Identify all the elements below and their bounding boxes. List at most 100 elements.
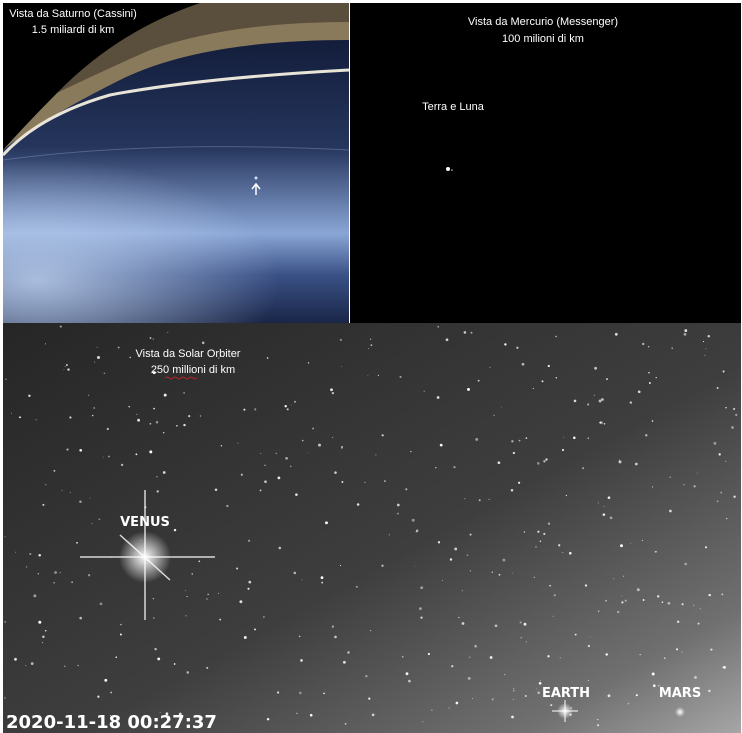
star [118,347,120,349]
caption: 1.5 miliardi di km [32,24,115,36]
star [153,339,154,340]
star [524,531,525,532]
star [33,594,36,597]
star [226,505,228,507]
star [615,333,618,336]
star [384,480,386,482]
star [332,625,334,627]
star [42,642,43,643]
star [540,680,541,681]
star [637,588,640,591]
star [94,362,95,363]
star [479,499,481,501]
star [526,437,528,439]
star [489,499,490,500]
star [693,605,694,606]
star [293,572,296,575]
star [149,450,152,453]
star [513,452,515,454]
star [585,584,587,586]
star [440,444,443,447]
star [321,582,323,584]
star [708,594,710,596]
star [536,688,537,689]
star [66,364,68,366]
star [604,423,606,425]
star [649,382,651,384]
star [519,440,521,442]
star [599,422,601,424]
star [617,611,620,614]
star [285,405,287,407]
star [135,453,137,455]
star [11,413,12,414]
star [200,415,201,416]
star [656,377,657,378]
star [542,380,544,382]
star [594,367,597,370]
star [356,586,357,587]
star [620,544,623,547]
star [345,723,347,725]
star [25,665,26,666]
star [597,719,598,720]
star [533,388,534,389]
star [605,653,607,655]
star [321,576,324,579]
star [705,546,707,548]
star [428,653,430,655]
star [97,356,100,359]
star [700,608,701,609]
caption: Vista da Saturno (Cassini) [9,8,137,20]
star [553,616,554,617]
star [622,595,623,596]
star [93,407,95,409]
star [343,661,346,664]
star [548,523,550,525]
star [287,408,289,410]
star [606,378,608,380]
star [562,552,563,553]
star [543,460,545,462]
star [244,636,247,639]
star [71,581,73,583]
star [294,401,296,403]
star [248,581,251,584]
star [619,460,622,463]
star [397,504,400,507]
star [652,420,654,422]
star [241,474,243,476]
timestamp: 2020-11-18 00:27:37 [6,712,217,733]
star [671,347,673,349]
star [669,510,672,513]
star [524,623,527,626]
star [630,543,631,544]
star [368,698,370,700]
star [110,692,112,694]
star [92,415,94,417]
star [103,457,104,458]
star [412,519,415,522]
star [645,434,647,436]
star [79,449,82,452]
star [566,495,567,496]
star [547,655,549,657]
star [92,523,93,524]
star [683,484,684,485]
star [79,617,82,620]
star [202,342,205,345]
star [191,573,193,575]
star [677,621,679,623]
star [475,438,478,441]
star [422,721,423,722]
star [399,376,401,378]
star [290,465,292,467]
star [156,421,159,424]
star [640,654,641,655]
star [42,504,44,506]
star [115,656,117,658]
star [365,675,367,677]
star [710,648,712,650]
star [167,332,168,333]
star [668,602,671,605]
